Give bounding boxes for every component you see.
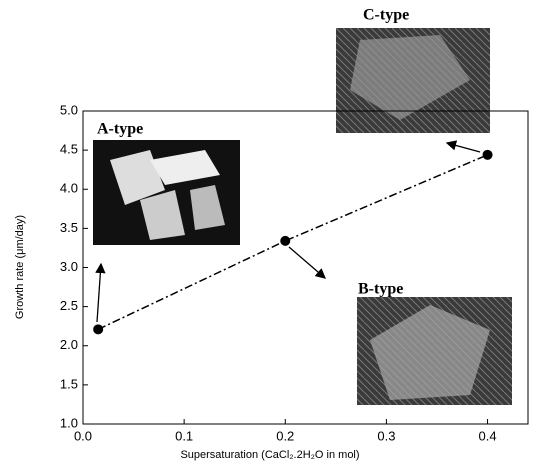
arrow bbox=[95, 262, 106, 323]
annotation: B-type bbox=[358, 281, 403, 298]
image-a bbox=[93, 140, 240, 245]
arrow bbox=[288, 246, 326, 279]
y-tick-label: 3.5 bbox=[60, 220, 78, 235]
x-tick-label: 0.3 bbox=[377, 428, 395, 443]
annotation: A-type bbox=[97, 121, 143, 138]
image-c bbox=[336, 28, 490, 133]
y-tick-label: 1.0 bbox=[60, 415, 78, 430]
x-tick-label: 0.4 bbox=[479, 428, 497, 443]
data-point bbox=[93, 324, 104, 335]
y-tick-label: 3.0 bbox=[60, 259, 78, 274]
x-tick-label: 0.2 bbox=[276, 428, 294, 443]
y-tick-label: 5.0 bbox=[60, 102, 78, 117]
data-point bbox=[280, 235, 291, 246]
data-line bbox=[97, 154, 488, 330]
image-b bbox=[357, 297, 512, 405]
y-axis-label: Growth rate (μm/day) bbox=[14, 215, 26, 319]
x-axis-label: Supersaturation (CaCl₂.2H₂O in mol) bbox=[180, 449, 359, 461]
x-tick-label: 0.1 bbox=[175, 428, 193, 443]
y-tick-label: 2.0 bbox=[60, 337, 78, 352]
y-tick-label: 4.5 bbox=[60, 142, 78, 157]
y-tick-label: 1.5 bbox=[60, 376, 78, 391]
y-tick-label: 4.0 bbox=[60, 181, 78, 196]
arrow bbox=[445, 140, 481, 153]
annotation: C-type bbox=[363, 7, 409, 24]
x-tick-label: 0.0 bbox=[74, 428, 92, 443]
y-tick-label: 2.5 bbox=[60, 298, 78, 313]
data-point bbox=[482, 149, 493, 160]
